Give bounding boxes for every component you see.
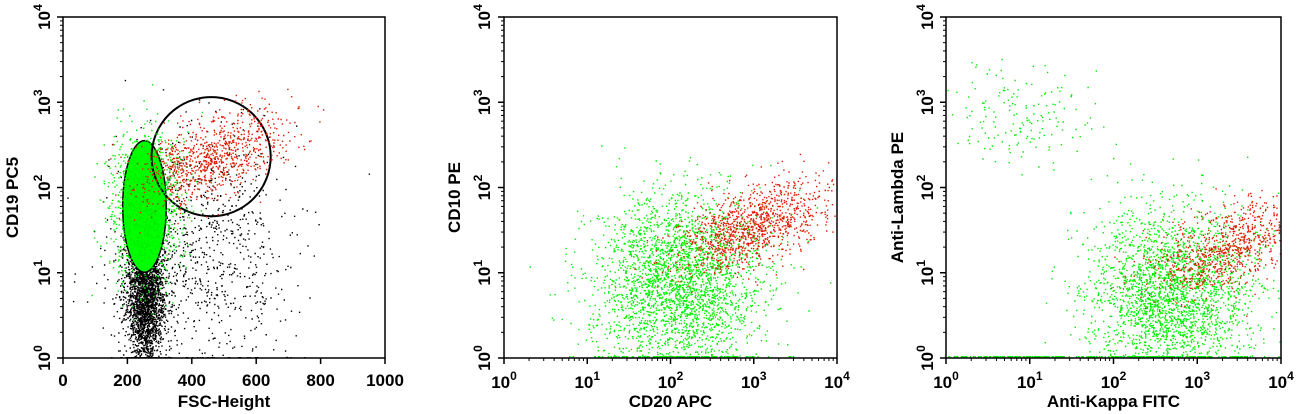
x-tick-label: 101 bbox=[574, 369, 600, 392]
x-tick-label: 100 bbox=[491, 369, 517, 392]
panel-middle: 100 101 102 103 104 100 101 102 103 104 CD20 APC CD… bbox=[445, 4, 850, 411]
plot-frame bbox=[503, 16, 838, 359]
series-red-dots-1 bbox=[634, 153, 836, 293]
gate-ellipse-outline bbox=[150, 96, 272, 218]
y-tick-label: 103 bbox=[914, 89, 937, 115]
y-tick-label: 101 bbox=[471, 260, 494, 286]
x-tick-label: 101 bbox=[1017, 369, 1043, 392]
x-axis-title: CD20 APC bbox=[629, 392, 712, 411]
x-tick-label: 103 bbox=[741, 369, 767, 392]
y-tick-label: 100 bbox=[914, 345, 937, 371]
x-tick-label: 103 bbox=[1184, 369, 1210, 392]
x-axis-title: FSC-Height bbox=[178, 392, 271, 411]
y-axis-title: CD19 PC5 bbox=[3, 157, 22, 238]
x-tick-label: 104 bbox=[1268, 369, 1294, 392]
x-tick-label: 100 bbox=[933, 369, 959, 392]
x-tick-label: 102 bbox=[658, 369, 684, 392]
y-tick-label: 101 bbox=[914, 260, 937, 286]
x-tick-label: 600 bbox=[242, 371, 270, 390]
y-axis-title: CD10 PE bbox=[445, 162, 464, 233]
x-tick-label: 102 bbox=[1101, 369, 1127, 392]
series-black-dots-1 bbox=[67, 79, 371, 359]
y-tick-label: 100 bbox=[471, 345, 494, 371]
y-tick-label: 103 bbox=[471, 89, 494, 115]
y-tick-label: 101 bbox=[31, 260, 54, 286]
series-green-dots-1 bbox=[947, 58, 1169, 358]
panel-right: 100 101 102 103 104 100 101 102 103 104 Anti-Kappa… bbox=[888, 4, 1294, 411]
x-tick-label: 1000 bbox=[366, 371, 404, 390]
panel-left: 100 101 102 103 104 0 200 400 600 800 1000 FSC-Heig… bbox=[3, 4, 404, 411]
x-tick-label: 200 bbox=[113, 371, 141, 390]
series-red-dots-2 bbox=[1111, 188, 1282, 317]
x-tick-label: 400 bbox=[178, 371, 206, 390]
x-axis-title: Anti-Kappa FITC bbox=[1047, 392, 1180, 411]
x-tick-label: 0 bbox=[58, 371, 67, 390]
y-tick-label: 104 bbox=[914, 4, 937, 30]
series-green-dots-0 bbox=[1044, 156, 1281, 359]
plot-frame bbox=[62, 16, 386, 359]
series-green-dots-0 bbox=[529, 145, 832, 359]
y-tick-label: 102 bbox=[31, 174, 54, 200]
y-tick-label: 104 bbox=[471, 4, 494, 30]
y-tick-label: 104 bbox=[31, 4, 54, 30]
plot-frame bbox=[945, 16, 1282, 359]
x-tick-label: 104 bbox=[824, 369, 850, 392]
y-tick-label: 102 bbox=[471, 174, 494, 200]
y-tick-label: 103 bbox=[31, 89, 54, 115]
x-tick-label: 800 bbox=[306, 371, 334, 390]
y-axis-title: Anti-Lambda PE bbox=[888, 132, 907, 263]
y-tick-label: 100 bbox=[31, 345, 54, 371]
y-tick-label: 102 bbox=[914, 174, 937, 200]
